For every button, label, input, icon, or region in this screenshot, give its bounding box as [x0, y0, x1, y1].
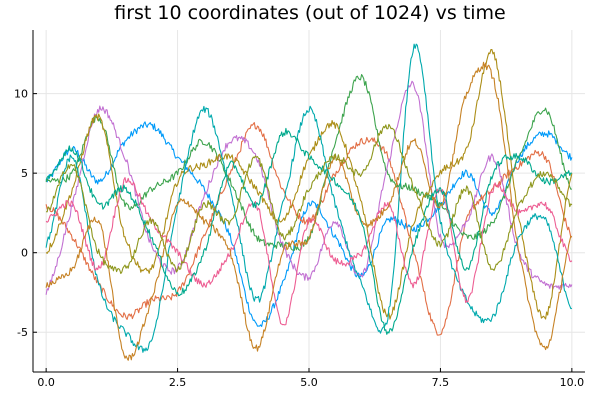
series-line-7: [45, 177, 573, 326]
y-tick-label: 5: [21, 167, 28, 180]
series-line-8: [45, 61, 573, 361]
x-tick-label: 5.0: [300, 376, 318, 389]
y-tick-label: 10: [14, 88, 28, 101]
tick-labels: 0.0 2.5 5.0 7.5 10.0 -5 0 5 10: [14, 88, 584, 389]
x-tick-label: 0.0: [37, 376, 55, 389]
axes: [32, 30, 585, 373]
series-line-9: [45, 127, 572, 335]
series-line-2: [45, 122, 573, 336]
series-line-1: [45, 121, 573, 327]
series-group: [45, 43, 573, 361]
x-tick-label: 7.5: [432, 376, 450, 389]
y-tick-label: 0: [21, 247, 28, 260]
chart-title: first 10 coordinates (out of 1024) vs ti…: [114, 2, 506, 24]
series-line-10: [46, 123, 573, 275]
x-tick-label: 2.5: [169, 376, 187, 389]
y-tick-label: -5: [17, 326, 28, 339]
series-line-6: [45, 43, 572, 353]
series-line-5: [45, 48, 573, 320]
x-tick-label: 10.0: [560, 376, 585, 389]
